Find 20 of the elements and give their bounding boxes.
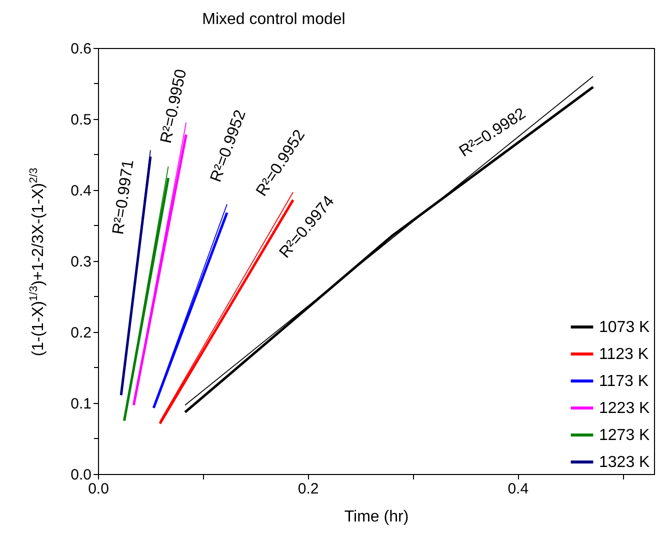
annotation: R²=0.9971 [110, 158, 138, 236]
legend-label: 1123 K [599, 346, 649, 363]
y-tick-label: 0.5 [70, 112, 92, 128]
x-tick-label: 0.2 [298, 480, 319, 498]
x-tick-label: 0.4 [508, 480, 529, 498]
y-tick-label: 0.4 [70, 182, 92, 200]
y-tick-label: 0.0 [70, 466, 92, 484]
y-tick-label: 0.1 [70, 396, 92, 412]
legend-label: 1073 K [599, 319, 650, 336]
chart-title: Mixed control model [202, 11, 346, 28]
legend-label: 1273 K [599, 427, 650, 444]
x-tick-label: 0.0 [88, 480, 109, 498]
y-tick-label: 0.3 [70, 254, 92, 270]
y-tick-label: 0.6 [70, 40, 92, 58]
annotation: R²=0.9950 [158, 68, 190, 145]
legend-label: 1173 K [599, 373, 649, 390]
legend-label: 1323 K [599, 454, 650, 471]
x-axis-title: Time (hr) [344, 508, 409, 526]
legend-label: 1223 K [599, 400, 650, 417]
y-tick-label: 0.2 [70, 324, 92, 342]
